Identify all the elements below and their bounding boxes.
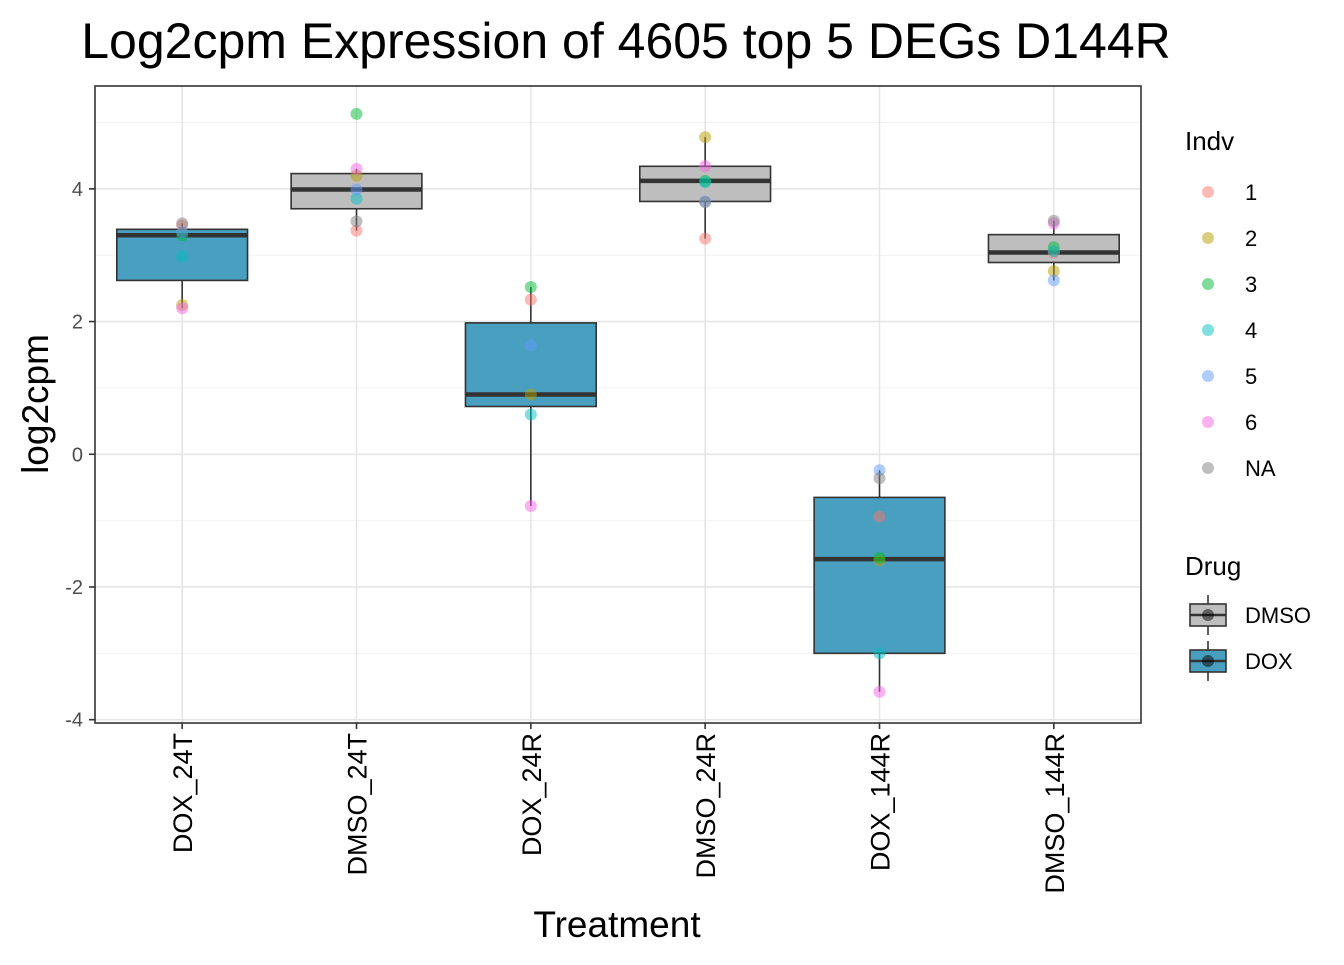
plot-area: -4 -2 0 2 4 DOX_24T DMSO_24T DOX_24R DMSO_24R DOX… (65, 85, 1142, 894)
data-point-indv-3 (873, 551, 886, 564)
legend-indv-key (1202, 416, 1214, 428)
data-point-indv-3 (524, 281, 537, 294)
data-point-indv-6 (176, 302, 189, 315)
legend-drug-label: DMSO (1245, 603, 1311, 628)
data-point-indv-NA (176, 217, 189, 230)
data-point-indv-2 (1047, 265, 1060, 278)
y-tick-label: 0 (72, 444, 83, 466)
data-point-indv-2 (524, 388, 537, 401)
x-tick-label: DMSO_24T (343, 733, 373, 876)
box-body (813, 496, 946, 655)
legend-indv-label: 5 (1245, 364, 1257, 389)
box-DOX_144R (813, 470, 946, 692)
data-point-indv-6 (873, 685, 886, 698)
y-axis-title: log2cpm (15, 334, 56, 474)
legend-drug-key (1189, 595, 1227, 635)
legend-drug-key (1189, 641, 1227, 681)
legend-drug-key-point (1202, 609, 1214, 621)
x-tick-label: DOX_144R (866, 733, 896, 871)
data-point-indv-1 (350, 224, 363, 237)
legend-indv-label: 2 (1245, 226, 1257, 251)
y-tick-label: -4 (65, 710, 83, 732)
legend-drug-label: DOX (1245, 649, 1293, 674)
data-point-indv-5 (524, 339, 537, 352)
data-point-indv-4 (873, 647, 886, 660)
chart-title: Log2cpm Expression of 4605 top 5 DEGs D1… (81, 13, 1171, 69)
legend-indv-key (1202, 370, 1214, 382)
data-point-indv-NA (699, 196, 712, 209)
x-tick-label: DOX_24R (517, 733, 547, 856)
data-point-indv-4 (1047, 245, 1060, 258)
legend-indv-key (1202, 278, 1214, 290)
data-point-indv-4 (350, 192, 363, 205)
data-point-indv-5 (350, 183, 363, 196)
legend-indv-key (1202, 324, 1214, 336)
legend-indv-key (1202, 232, 1214, 244)
data-point-indv-6 (524, 500, 537, 513)
legend-indv: Indv 1 2 3 4 5 6 NA (1185, 126, 1276, 481)
data-point-indv-NA (873, 472, 886, 485)
y-tick-label: 4 (72, 179, 83, 201)
data-point-indv-1 (699, 232, 712, 245)
y-tick-label: -2 (65, 577, 83, 599)
panel-border (94, 85, 1142, 724)
data-point-indv-2 (699, 131, 712, 144)
data-point-indv-6 (350, 162, 363, 175)
data-point-indv-5 (176, 225, 189, 238)
x-axis-title: Treatment (533, 904, 701, 945)
x-tick-label: DMSO_144R (1040, 733, 1070, 894)
data-point-indv-6 (699, 160, 712, 173)
data-point-indv-1 (524, 293, 537, 306)
legend-indv-label: 1 (1245, 180, 1257, 205)
data-point-indv-NA (350, 215, 363, 228)
panel-background (95, 86, 1141, 723)
y-tick-label: 2 (72, 312, 83, 334)
legend-drug-key-point (1202, 655, 1214, 667)
data-point-indv-4 (699, 176, 712, 189)
legend-indv-label: 3 (1245, 272, 1257, 297)
legend-indv-key (1202, 462, 1214, 474)
data-point-indv-5 (1047, 274, 1060, 287)
legend-indv-key (1202, 186, 1214, 198)
legend-drug-title: Drug (1185, 551, 1241, 581)
x-tick-label: DOX_24T (168, 733, 198, 853)
data-point-indv-NA (1047, 214, 1060, 227)
data-point-indv-4 (524, 408, 537, 421)
legend-indv-title: Indv (1185, 126, 1234, 156)
legend-indv-label: NA (1245, 456, 1276, 481)
x-tick-label: DMSO_24R (691, 733, 721, 879)
legend-indv-label: 4 (1245, 318, 1257, 343)
data-point-indv-1 (873, 510, 886, 523)
legend-indv-label: 6 (1245, 410, 1257, 435)
data-point-indv-3 (350, 107, 363, 120)
data-point-indv-4 (176, 250, 189, 263)
